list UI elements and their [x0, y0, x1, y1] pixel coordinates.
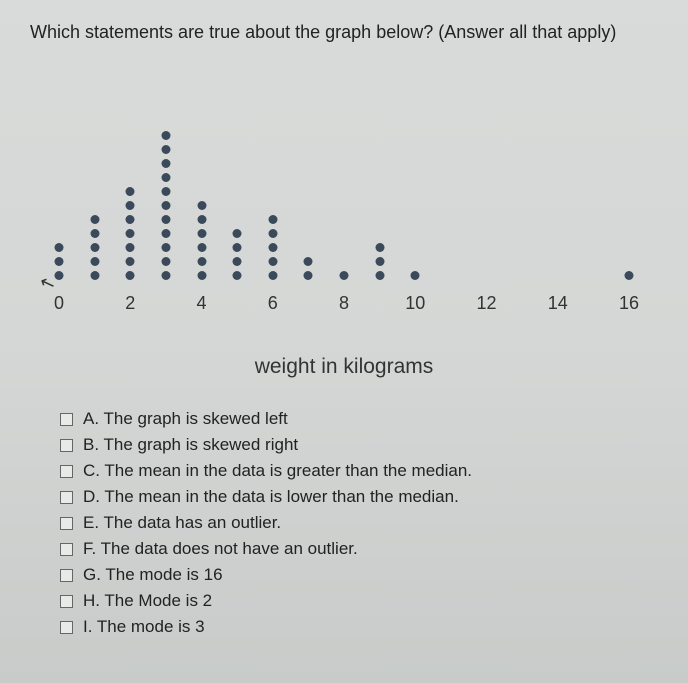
- option-checkbox[interactable]: [60, 465, 73, 478]
- dot: [197, 243, 206, 252]
- axis-tick-label: 16: [619, 293, 639, 314]
- dot: [55, 271, 64, 280]
- dot: [197, 257, 206, 266]
- dot: [268, 257, 277, 266]
- dot: [126, 229, 135, 238]
- option-checkbox[interactable]: [60, 517, 73, 530]
- axis-tick-label: 6: [268, 293, 278, 314]
- option-text: H. The Mode is 2: [83, 591, 212, 611]
- option-text: F. The data does not have an outlier.: [83, 539, 358, 559]
- option-row: B. The graph is skewed right: [60, 435, 658, 455]
- dotplot-points: [44, 75, 644, 275]
- dot: [233, 229, 242, 238]
- dot: [340, 271, 349, 280]
- dot: [126, 243, 135, 252]
- option-checkbox[interactable]: [60, 621, 73, 634]
- option-text: I. The mode is 3: [83, 617, 205, 637]
- axis-tick-label: 8: [339, 293, 349, 314]
- dot: [197, 271, 206, 280]
- dot: [161, 145, 170, 154]
- dot: [375, 243, 384, 252]
- dot: [90, 243, 99, 252]
- dot: [233, 243, 242, 252]
- option-row: A. The graph is skewed left: [60, 409, 658, 429]
- option-row: E. The data has an outlier.: [60, 513, 658, 533]
- axis-title: weight in kilograms: [30, 355, 658, 379]
- dot: [161, 159, 170, 168]
- dot: [161, 215, 170, 224]
- dot: [268, 271, 277, 280]
- dot: [55, 243, 64, 252]
- dot: [161, 243, 170, 252]
- dotplot-chart: ↖ 0246810121416: [44, 75, 644, 335]
- option-text: E. The data has an outlier.: [83, 513, 281, 533]
- dot: [233, 271, 242, 280]
- dot: [375, 257, 384, 266]
- dot: [90, 229, 99, 238]
- answer-options: A. The graph is skewed left B. The graph …: [30, 409, 658, 637]
- dot: [197, 215, 206, 224]
- dot: [375, 271, 384, 280]
- dot: [304, 257, 313, 266]
- axis-labels: 0 2 4 6 8 10 12 14 16: [44, 293, 644, 317]
- dot: [161, 257, 170, 266]
- option-checkbox[interactable]: [60, 543, 73, 556]
- option-row: F. The data does not have an outlier.: [60, 539, 658, 559]
- option-row: C. The mean in the data is greater than …: [60, 461, 658, 481]
- option-text: B. The graph is skewed right: [83, 435, 298, 455]
- option-text: A. The graph is skewed left: [83, 409, 288, 429]
- axis-tick-label: 10: [405, 293, 425, 314]
- dot: [268, 229, 277, 238]
- axis-tick-label: 2: [125, 293, 135, 314]
- axis-tick-label: 4: [196, 293, 206, 314]
- dot: [161, 131, 170, 140]
- option-checkbox[interactable]: [60, 413, 73, 426]
- option-text: D. The mean in the data is lower than th…: [83, 487, 459, 507]
- axis-tick-label: 0: [54, 293, 64, 314]
- option-row: I. The mode is 3: [60, 617, 658, 637]
- dot: [161, 271, 170, 280]
- option-row: G. The mode is 16: [60, 565, 658, 585]
- option-checkbox[interactable]: [60, 569, 73, 582]
- dot: [90, 257, 99, 266]
- dot: [126, 271, 135, 280]
- option-text: G. The mode is 16: [83, 565, 223, 585]
- dot: [126, 215, 135, 224]
- dot: [197, 229, 206, 238]
- dot: [90, 271, 99, 280]
- dot: [268, 215, 277, 224]
- dot: [161, 229, 170, 238]
- dot: [55, 257, 64, 266]
- option-row: H. The Mode is 2: [60, 591, 658, 611]
- option-checkbox[interactable]: [60, 595, 73, 608]
- dot: [126, 257, 135, 266]
- dot: [126, 201, 135, 210]
- axis-tick-label: 12: [476, 293, 496, 314]
- dot: [161, 201, 170, 210]
- option-checkbox[interactable]: [60, 491, 73, 504]
- dot: [161, 187, 170, 196]
- dot: [268, 243, 277, 252]
- dot: [233, 257, 242, 266]
- dot: [197, 201, 206, 210]
- axis-tick-label: 14: [548, 293, 568, 314]
- dot: [411, 271, 420, 280]
- dot: [126, 187, 135, 196]
- dot: [304, 271, 313, 280]
- option-row: D. The mean in the data is lower than th…: [60, 487, 658, 507]
- option-checkbox[interactable]: [60, 439, 73, 452]
- dot: [625, 271, 634, 280]
- dot: [161, 173, 170, 182]
- dot: [90, 215, 99, 224]
- option-text: C. The mean in the data is greater than …: [83, 461, 472, 481]
- question-text: Which statements are true about the grap…: [30, 20, 658, 45]
